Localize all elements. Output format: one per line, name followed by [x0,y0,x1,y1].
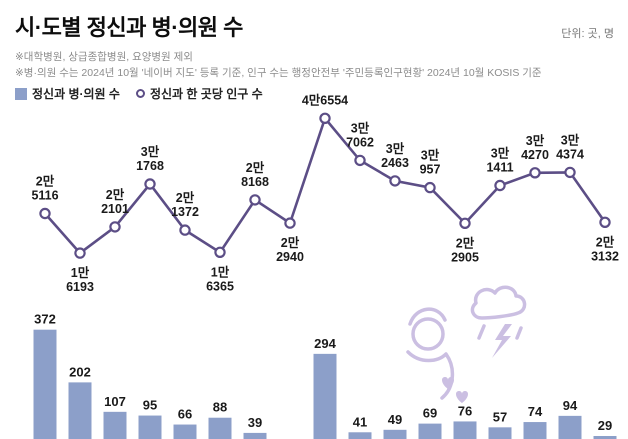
line-point-marker [529,167,541,179]
line-point-label: 4만6554 [302,92,348,107]
raindrop-icon [515,326,523,340]
cloud-icon [470,285,527,320]
bar-value-label: 69 [423,406,437,421]
footnote-exclusions: ※대학병원, 상급종합병원, 요양병원 제외 [15,51,193,63]
line-point-marker [39,207,51,220]
line-point-label: 3만 1411 [486,146,513,175]
line-point-marker [179,224,191,236]
line-point-label: 3만 1768 [136,144,164,173]
bar [453,421,477,439]
bar-value-label: 107 [104,394,126,409]
bar [348,432,372,439]
line-point-label: 2만 2101 [101,187,129,216]
bar-value-label: 94 [563,398,578,413]
bar [523,422,547,439]
bar-value-label: 29 [598,418,612,433]
bar-value-label: 95 [143,398,157,413]
bar-value-label: 39 [248,415,262,430]
legend: 정신과 병·의원 수 정신과 한 곳당 인구 수 [15,85,263,102]
line-point-marker [564,166,576,179]
line-point-label: 3만 7062 [346,120,374,149]
line-point-label: 2만 3132 [591,234,619,263]
chart-title: 시·도별 정신과 병·의원 수 [15,15,243,40]
bar-value-label: 49 [388,412,402,427]
line-point-marker [459,217,471,229]
line-point-marker [389,175,401,187]
bar-value-label: 372 [34,312,56,327]
line-point-label: 2만 1372 [171,190,199,219]
line-point-label: 2만 8168 [241,160,269,189]
line-point-label: 3만 4374 [556,132,584,161]
bar [103,411,127,439]
line-point-marker [284,217,296,229]
heart-icon [456,391,468,403]
bar-value-label: 88 [213,400,227,415]
legend-item-bar: 정신과 병·의원 수 [15,85,120,102]
line-point-label: 2만 5116 [31,174,58,203]
bar [593,436,617,439]
bar-value-label: 202 [69,364,91,379]
bar [383,429,407,439]
raindrop-icon [477,324,486,340]
line-point-label: 1만 6365 [206,264,234,293]
bar-value-label: 57 [493,409,507,424]
bar-value-label: 294 [314,336,336,351]
bar [208,417,232,439]
lightning-icon [492,324,512,358]
heart-icon [442,377,454,389]
bar-value-label: 66 [178,407,192,422]
line-point-marker [144,178,156,190]
line-point-marker [354,154,366,167]
bar [418,423,442,439]
person-arm [408,307,447,326]
line-point-marker [599,216,611,228]
bar [138,415,162,439]
bar [488,427,512,439]
line-point-label: 2만 2940 [276,235,304,264]
unit-label: 단위: 곳, 명 [561,28,614,40]
bar [173,424,197,439]
line-point-marker [109,221,121,233]
legend-bar-label: 정신과 병·의원 수 [32,87,120,101]
bar [558,415,582,439]
bar [33,329,57,439]
bar-value-label: 76 [458,403,472,418]
line-point-label: 3만 2463 [381,141,409,170]
bar [313,353,337,439]
line-point-label: 1만 6193 [66,265,94,294]
line-point-marker [424,181,436,194]
bar-series-swatch [15,87,27,100]
bar-value-label: 74 [528,404,543,419]
line-marker-swatch [135,89,145,98]
line-point-marker [214,246,226,258]
line-point-label: 3만 957 [420,148,441,177]
line-point-marker [319,112,331,125]
line-point-label: 3만 4270 [521,133,549,162]
bar-value-label: 41 [353,414,367,429]
legend-line-label: 정신과 한 곳당 인구 수 [149,87,263,101]
bar [68,382,92,439]
person-head [411,317,445,351]
depression-illustration [406,285,527,403]
footnote-source: ※병·의원 수는 2024년 10월 '네이버 지도' 등록 기준, 인구 수는… [15,67,542,79]
line-point-label: 2만 2905 [451,235,479,264]
legend-item-line: 정신과 한 곳당 인구 수 [135,85,263,102]
line-point-marker [74,247,86,259]
line-point-marker [494,179,506,192]
line-point-marker [249,194,261,206]
population-per-clinic-line [44,115,607,255]
bar [243,432,267,439]
